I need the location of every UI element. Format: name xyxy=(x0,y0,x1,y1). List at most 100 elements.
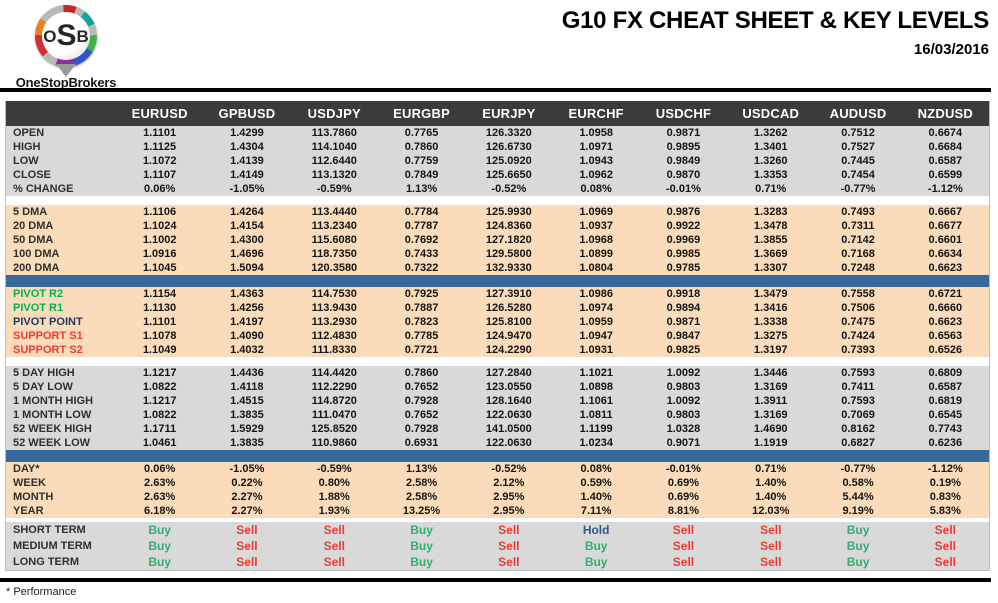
signal-cell: Sell xyxy=(498,539,520,553)
value-cell: 112.4830 xyxy=(311,330,357,342)
signal-cell: Sell xyxy=(498,555,520,569)
row-label: 100 DMA xyxy=(13,248,60,260)
value-cell: 0.9918 xyxy=(666,288,701,300)
table-row: LOW 1.1072 1.4139 112.6440 0.7759 125.0920 1.0… xyxy=(6,154,989,168)
value-cell: 112.2290 xyxy=(311,381,357,393)
value-cell: 0.9969 xyxy=(666,234,701,246)
row-label: PIVOT R1 xyxy=(13,302,64,314)
value-cell: 0.7928 xyxy=(404,395,439,407)
row-label: HIGH xyxy=(13,141,41,153)
value-cell: -0.52% xyxy=(491,183,527,195)
table-row: 1 MONTH HIGH 1.1217 1.4515 114.8720 0.7928 12… xyxy=(6,394,989,408)
value-cell: 0.9870 xyxy=(666,169,701,181)
value-cell: 125.8100 xyxy=(485,316,532,328)
value-cell: 0.7652 xyxy=(404,381,439,393)
row-label: 52 WEEK LOW xyxy=(13,437,91,449)
table-row: 52 WEEK LOW 1.0461 1.3835 110.9860 0.6931 122… xyxy=(6,436,989,450)
value-cell: 0.6819 xyxy=(928,395,963,407)
value-cell: -1.12% xyxy=(927,183,963,195)
table-row: MONTH 2.63% 2.27% 1.88% 2.58% 2.95% 1.40% 0.69%… xyxy=(6,490,989,504)
value-cell: 0.7692 xyxy=(404,234,439,246)
value-cell: 1.0804 xyxy=(579,262,613,274)
value-cell: 1.3283 xyxy=(753,206,788,218)
value-cell: 2.27% xyxy=(231,505,263,517)
value-cell: 1.3446 xyxy=(753,367,788,379)
row-label: OPEN xyxy=(13,127,45,139)
table-row: 52 WEEK HIGH 1.1711 1.5929 125.8520 0.7928 14… xyxy=(6,422,989,436)
value-cell: 0.7445 xyxy=(841,155,875,167)
row-label: YEAR xyxy=(13,505,44,517)
value-cell: 1.4304 xyxy=(230,141,264,153)
value-cell: 0.6236 xyxy=(928,437,963,449)
signal-cell: Sell xyxy=(934,523,957,537)
value-cell: 0.83% xyxy=(929,491,961,503)
value-cell: 5.83% xyxy=(929,505,961,517)
value-cell: 0.7493 xyxy=(841,206,875,218)
value-cell: 0.9895 xyxy=(666,141,701,153)
signal-cell: Sell xyxy=(672,555,695,569)
value-cell: 0.7849 xyxy=(404,169,439,181)
value-cell: 1.4696 xyxy=(230,248,264,260)
value-cell: -0.52% xyxy=(491,463,527,475)
value-cell: 0.7168 xyxy=(841,248,875,260)
value-cell: -0.77% xyxy=(840,463,876,475)
value-cell: 0.19% xyxy=(929,477,961,489)
value-cell: -0.59% xyxy=(316,183,352,195)
value-cell: 129.5800 xyxy=(485,248,532,260)
value-cell: 122.0630 xyxy=(485,409,532,421)
value-cell: 0.80% xyxy=(318,477,350,489)
value-cell: 0.7512 xyxy=(841,127,875,139)
value-cell: 0.9894 xyxy=(666,302,701,314)
value-cell: 1.1101 xyxy=(143,127,177,139)
signal-cell: Sell xyxy=(760,539,782,553)
value-cell: 125.0920 xyxy=(485,155,532,167)
value-cell: 0.7411 xyxy=(841,381,875,393)
value-cell: 0.7454 xyxy=(841,169,875,181)
value-cell: 1.3307 xyxy=(753,262,788,274)
row-label: 20 DMA xyxy=(13,220,54,232)
value-cell: 0.6587 xyxy=(928,155,963,167)
value-cell: 0.7823 xyxy=(404,316,439,328)
value-cell: 1.93% xyxy=(318,505,350,517)
value-cell: 1.3401 xyxy=(753,141,788,153)
value-cell: 1.4032 xyxy=(230,344,264,356)
value-cell: 115.6080 xyxy=(311,234,357,246)
value-cell: 1.0931 xyxy=(579,344,613,356)
value-cell: 1.4256 xyxy=(230,302,264,314)
value-cell: 1.3353 xyxy=(753,169,788,181)
value-cell: 0.6931 xyxy=(404,437,439,449)
value-cell: 1.3835 xyxy=(230,409,264,421)
signal-cell: Sell xyxy=(323,555,345,569)
value-cell: 1.1021 xyxy=(579,367,613,379)
table-row: 5 DAY LOW 1.0822 1.4118 112.2290 0.7652 123.0… xyxy=(6,380,989,394)
value-cell: 114.1040 xyxy=(311,141,357,153)
value-cell: 0.71% xyxy=(755,463,787,475)
row-label: 5 DMA xyxy=(13,206,48,218)
column-header: EURJPY xyxy=(482,106,536,121)
table-row: SUPPORT S1 1.1078 1.4090 112.4830 0.7785 124.… xyxy=(6,329,989,343)
signal-cell: Sell xyxy=(498,523,520,537)
value-cell: 1.3197 xyxy=(753,344,788,356)
row-label: MONTH xyxy=(13,491,54,503)
value-cell: 1.4197 xyxy=(230,316,264,328)
value-cell: 127.3910 xyxy=(485,288,532,300)
osb-monogram-o: O xyxy=(43,26,57,46)
signal-cell: Buy xyxy=(410,555,433,569)
value-cell: 0.7311 xyxy=(841,220,875,232)
table-row: PIVOT R2 1.1154 1.4363 114.7530 0.7925 127.39… xyxy=(6,287,989,301)
value-cell: 0.22% xyxy=(231,477,263,489)
value-cell: 1.0822 xyxy=(142,381,177,393)
row-label: CLOSE xyxy=(13,169,51,181)
value-cell: 0.6809 xyxy=(928,367,963,379)
section-quotes: OPEN 1.1101 1.4299 113.7860 0.7765 126.3320 1.… xyxy=(6,126,989,196)
value-cell: 0.7860 xyxy=(404,141,439,153)
row-label: LOW xyxy=(13,155,39,167)
value-cell: 1.1919 xyxy=(753,437,788,449)
value-cell: 111.8330 xyxy=(311,344,357,356)
value-cell: 126.6730 xyxy=(485,141,532,153)
value-cell: 1.0916 xyxy=(142,248,177,260)
value-cell: 1.13% xyxy=(405,183,438,195)
value-cell: 126.3320 xyxy=(485,127,532,139)
value-cell: 0.7424 xyxy=(841,330,875,342)
